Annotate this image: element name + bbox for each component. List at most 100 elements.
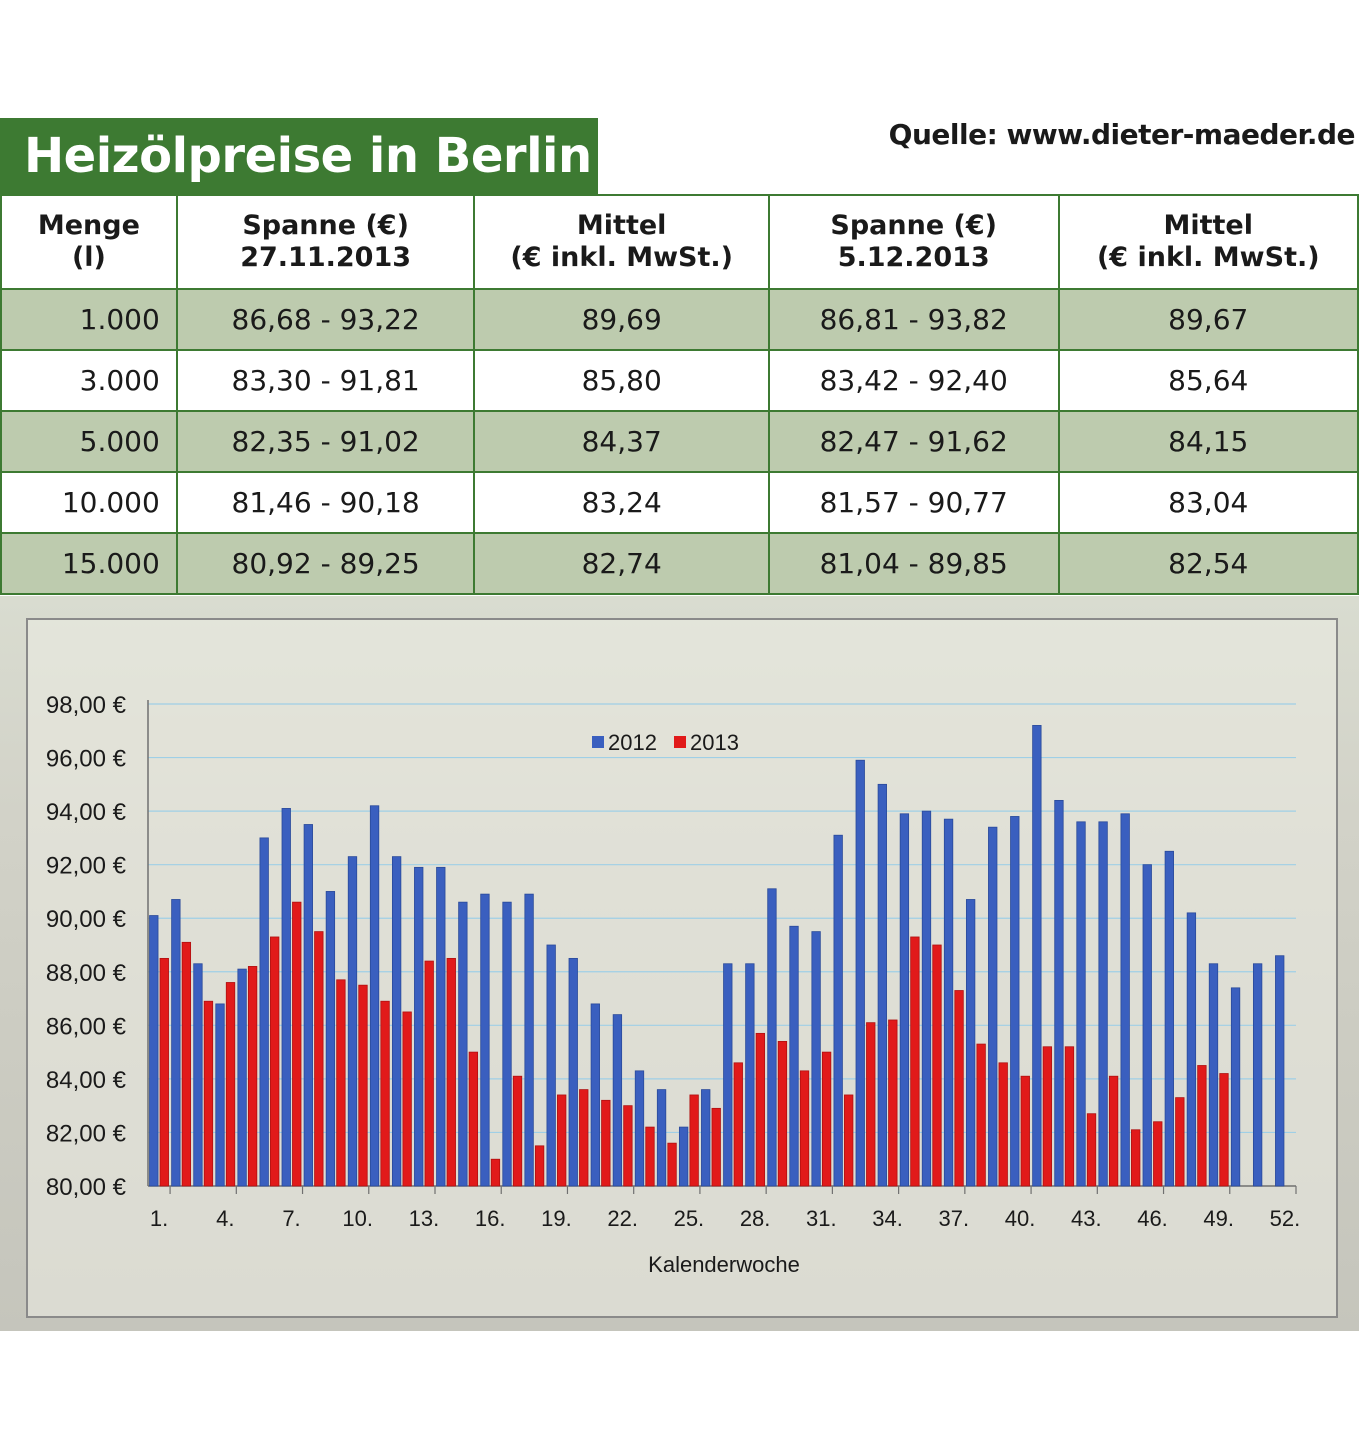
bar-2012 — [325, 891, 336, 1187]
bar-2012 — [1252, 963, 1263, 1187]
price-table: Menge (l) Spanne (€) 27.11.2013 Mittel (… — [0, 194, 1359, 595]
bar-2012 — [678, 1126, 689, 1187]
cell-mittel-27-11: 82,74 — [473, 532, 770, 595]
x-tick-label: 31. — [806, 1206, 837, 1231]
bar-2012 — [259, 837, 269, 1187]
bar-2012 — [1164, 850, 1174, 1187]
x-tick-label: 19. — [541, 1206, 572, 1231]
bar-2012 — [1208, 963, 1219, 1187]
bar-2013 — [976, 1043, 986, 1187]
bar-2012 — [237, 968, 247, 1187]
bar-2012 — [723, 963, 733, 1187]
bar-2013 — [225, 982, 236, 1187]
chart-background: 80,00 € 82,00 € 84,00 € 86,00 € 88,00 € 90,00… — [0, 596, 1359, 1331]
legend-swatch-2013 — [674, 736, 686, 748]
bar-2013 — [181, 941, 192, 1187]
y-tick-label: 88,00 € — [46, 960, 127, 987]
x-tick-label: 4. — [216, 1206, 234, 1231]
bar-2013 — [932, 944, 942, 1187]
cell-spanne-27-11: 83,30 - 91,81 — [175, 349, 476, 412]
cell-mittel-27-11: 83,24 — [473, 471, 770, 534]
bar-2013 — [888, 1019, 898, 1187]
bar-2013 — [623, 1105, 633, 1187]
legend-label-2013: 2013 — [690, 730, 739, 755]
legend-swatch-2012 — [592, 736, 604, 748]
bar-2012 — [877, 783, 887, 1187]
cell-mittel-5-12: 82,54 — [1057, 532, 1359, 595]
chart-title: Heizölpreise in Berlin — [0, 118, 598, 194]
bar-2013 — [1020, 1075, 1030, 1187]
bar-2012 — [1054, 799, 1064, 1187]
header-mittel-27-11: Mittel (€ inkl. MwSt.) — [473, 194, 770, 290]
bar-2013 — [645, 1126, 655, 1187]
table-row: 15.000 80,92 - 89,25 82,74 81,04 - 89,85… — [0, 532, 1359, 595]
cell-mittel-27-11: 89,69 — [473, 288, 770, 351]
bar-2012 — [811, 931, 821, 1187]
bar-2013 — [733, 1062, 743, 1187]
table-row: 10.000 81,46 - 90,18 83,24 81,57 - 90,77… — [0, 471, 1359, 534]
bar-2012 — [281, 808, 291, 1187]
bar-2012 — [1120, 813, 1130, 1187]
bar-2013 — [1086, 1113, 1097, 1187]
bar-2013 — [601, 1099, 611, 1187]
bar-2012 — [303, 824, 313, 1187]
y-tick-label: 92,00 € — [46, 853, 127, 880]
x-tick-label: 52. — [1270, 1206, 1301, 1231]
cell-mittel-5-12: 84,15 — [1057, 410, 1359, 473]
cell-menge: 5.000 — [0, 410, 178, 473]
cell-mittel-27-11: 84,37 — [473, 410, 770, 473]
table-header-row: Menge (l) Spanne (€) 27.11.2013 Mittel (… — [0, 194, 1359, 290]
bar-2012 — [1076, 821, 1086, 1187]
bar-2013 — [755, 1032, 766, 1187]
bar-2012 — [502, 901, 512, 1187]
cell-spanne-27-11: 81,46 - 90,18 — [175, 471, 476, 534]
bar-2012 — [546, 944, 556, 1187]
y-tick-label: 80,00 € — [46, 1174, 127, 1201]
bar-2013 — [292, 901, 302, 1187]
bar-2013 — [866, 1022, 876, 1187]
x-tick-label: 13. — [409, 1206, 440, 1231]
bar-2012 — [1098, 821, 1108, 1187]
bar-2012 — [745, 963, 755, 1187]
cell-spanne-5-12: 81,57 - 90,77 — [767, 471, 1060, 534]
bar-2012 — [965, 899, 976, 1187]
bar-2012 — [1186, 912, 1197, 1187]
bar-2012 — [347, 856, 358, 1187]
bar-2013 — [821, 1051, 832, 1187]
bar-2013 — [534, 1145, 545, 1187]
y-tick-label: 94,00 € — [46, 799, 127, 826]
bar-2013 — [1064, 1046, 1075, 1187]
bar-2013 — [557, 1094, 567, 1187]
cell-mittel-5-12: 89,67 — [1057, 288, 1359, 351]
source-note: Quelle: www.dieter-maeder.de — [888, 118, 1356, 151]
cell-spanne-5-12: 86,81 - 93,82 — [767, 288, 1060, 351]
x-tick-label: 28. — [740, 1206, 771, 1231]
cell-menge: 1.000 — [0, 288, 178, 351]
bar-2012 — [149, 915, 159, 1187]
bar-2013 — [490, 1158, 501, 1187]
bar-2013 — [579, 1089, 589, 1187]
bar-2012 — [833, 834, 843, 1187]
bar-2013 — [689, 1094, 699, 1187]
cell-spanne-5-12: 82,47 - 91,62 — [767, 410, 1060, 473]
bar-2013 — [998, 1062, 1008, 1187]
x-tick-label: 10. — [342, 1206, 373, 1231]
cell-menge: 15.000 — [0, 532, 178, 595]
legend-label-2012: 2012 — [608, 730, 657, 755]
bar-2012 — [855, 759, 865, 1187]
y-tick-label: 84,00 € — [46, 1067, 127, 1094]
header-menge: Menge (l) — [0, 194, 178, 290]
chart-frame — [26, 618, 1338, 1318]
bar-2012 — [1230, 987, 1241, 1187]
bar-2012 — [171, 899, 181, 1187]
x-tick-label: 16. — [475, 1206, 506, 1231]
bar-2013 — [667, 1142, 677, 1187]
cell-spanne-27-11: 82,35 - 91,02 — [175, 410, 476, 473]
bar-2013 — [844, 1094, 854, 1187]
bar-2012 — [701, 1089, 711, 1187]
x-axis-label: Kalenderwoche — [648, 1252, 800, 1277]
bar-2012 — [369, 805, 380, 1187]
cell-spanne-5-12: 83,42 - 92,40 — [767, 349, 1060, 412]
bar-2012 — [590, 1003, 600, 1187]
bar-2013 — [380, 1000, 390, 1187]
